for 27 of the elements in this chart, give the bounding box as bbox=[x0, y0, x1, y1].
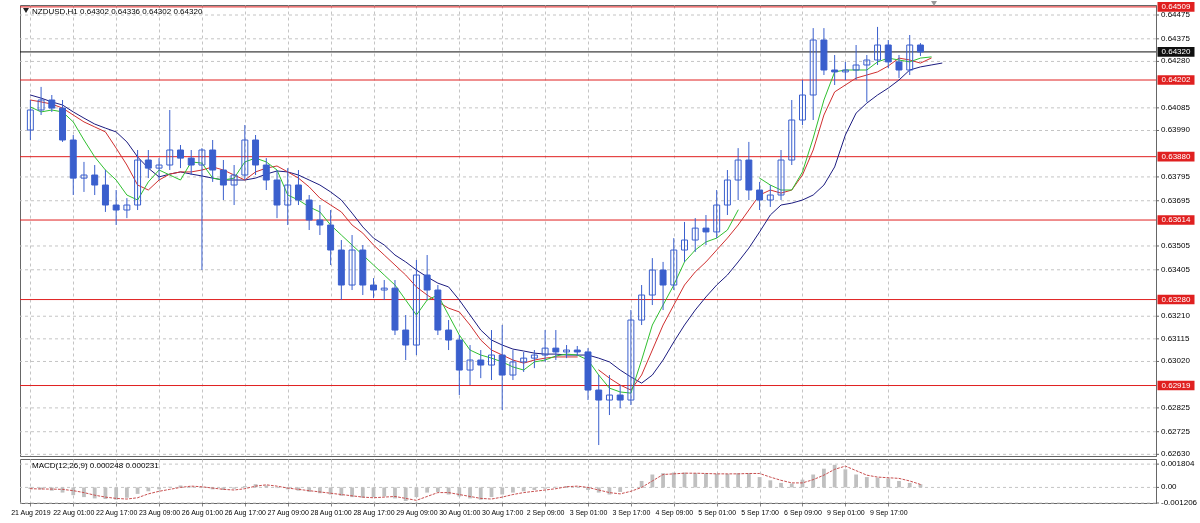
y-tick-label: 0.64085 bbox=[1161, 102, 1191, 112]
y-tick-label: 0.63505 bbox=[1161, 240, 1191, 250]
chart-title: NZDUSD,H1 0.64302 0.64336 0.64302 0.64320 bbox=[32, 7, 203, 16]
y-tick-label: 0.63795 bbox=[1161, 171, 1191, 181]
y-tick-label: 0.62825 bbox=[1161, 402, 1191, 412]
chart-title: MACD(12,26,9) 0.000248 0.000231 bbox=[32, 461, 160, 470]
ref-line-label: 0.63880 bbox=[1161, 151, 1192, 161]
y-tick-label: 0.63695 bbox=[1161, 195, 1191, 205]
ref-line-label: 0.63280 bbox=[1161, 294, 1192, 304]
y-tick-label: -0.001206 bbox=[1161, 498, 1198, 507]
y-tick-label: 0.62630 bbox=[1161, 449, 1191, 459]
ref-line-label: 0.62919 bbox=[1161, 380, 1192, 390]
y-tick-label: 0.64475 bbox=[1161, 10, 1191, 19]
ref-line-label: 0.64320 bbox=[1161, 46, 1192, 56]
y-tick-label: 0.64280 bbox=[1161, 56, 1191, 66]
ref-line-label: 0.64509 bbox=[1161, 1, 1192, 11]
y-tick-label: 0.62725 bbox=[1161, 426, 1191, 436]
y-tick-label: 0.64375 bbox=[1161, 33, 1191, 43]
y-tick-label: 0.63210 bbox=[1161, 311, 1191, 321]
y-tick-label: 0.00 bbox=[1161, 482, 1178, 492]
y-tick-label: 0.63020 bbox=[1161, 356, 1191, 366]
y-tick-label: 0.63405 bbox=[1161, 264, 1191, 274]
ref-line-label: 0.63614 bbox=[1161, 215, 1192, 225]
y-tick-label: 0.63990 bbox=[1161, 125, 1191, 135]
y-tick-label: 0.63115 bbox=[1161, 333, 1190, 343]
y-tick-label: 0.001804 bbox=[1161, 459, 1195, 469]
ref-line-label: 0.64202 bbox=[1161, 75, 1192, 85]
